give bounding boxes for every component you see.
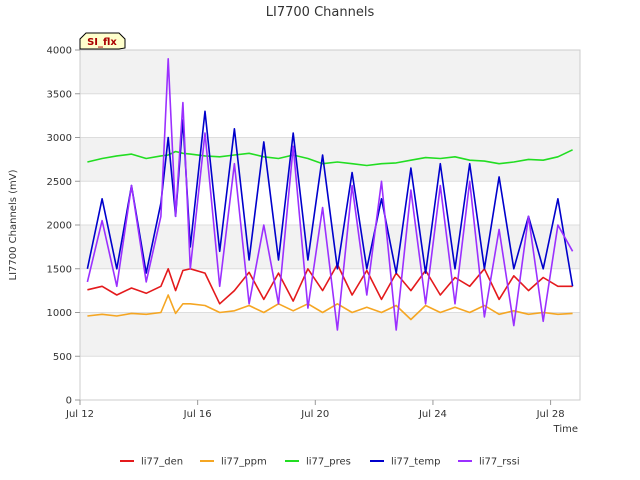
x-tick-label: Jul 24 bbox=[418, 409, 447, 420]
chart-title: LI7700 Channels bbox=[266, 5, 375, 20]
y-tick-label: 1000 bbox=[47, 308, 72, 319]
x-axis: Jul 12 Jul 16 Jul 20 Jul 24 Jul 28 bbox=[65, 400, 565, 420]
y-tick-label: 3000 bbox=[47, 133, 72, 144]
x-tick-label: Jul 28 bbox=[536, 409, 565, 420]
legend-label: li77_ppm bbox=[221, 457, 267, 468]
legend-label: li77_pres bbox=[306, 457, 351, 468]
y-axis-label: LI7700 Channels (mV) bbox=[8, 169, 19, 280]
y-tick-label: 2500 bbox=[47, 177, 72, 188]
y-tick-label: 1500 bbox=[47, 264, 72, 275]
site-badge: SI_flx bbox=[79, 32, 126, 50]
y-tick-label: 3500 bbox=[47, 89, 72, 100]
series-lines bbox=[86, 57, 574, 331]
site-badge-label: SI_flx bbox=[87, 37, 117, 48]
series-line-li77-temp bbox=[86, 110, 574, 287]
x-tick-label: Jul 16 bbox=[183, 409, 212, 420]
y-axis: 0 500 1000 1500 2000 2500 3000 3500 4000 bbox=[47, 46, 80, 407]
grid-band bbox=[80, 312, 580, 357]
x-tick-label: Jul 20 bbox=[300, 409, 329, 420]
x-axis-label: Time bbox=[553, 424, 578, 435]
site-badge-shape bbox=[79, 32, 126, 50]
grid-band bbox=[80, 50, 580, 94]
y-tick-label: 500 bbox=[53, 352, 72, 363]
legend-label: li77_den bbox=[141, 457, 183, 468]
y-tick-label: 4000 bbox=[47, 46, 72, 57]
series-line-li77-rssi bbox=[86, 57, 574, 331]
series-line-li77-den bbox=[87, 263, 573, 305]
y-tick-label: 0 bbox=[66, 396, 72, 407]
grid-band bbox=[80, 137, 580, 182]
grid-band bbox=[80, 93, 580, 138]
legend-label: li77_rssi bbox=[479, 457, 520, 468]
legend: li77_den li77_ppm li77_pres li77_temp li77_r… bbox=[120, 457, 520, 468]
grid-band bbox=[80, 356, 580, 400]
x-tick-label: Jul 12 bbox=[65, 409, 94, 420]
legend-label: li77_temp bbox=[391, 457, 440, 468]
y-tick-label: 2000 bbox=[47, 221, 72, 232]
